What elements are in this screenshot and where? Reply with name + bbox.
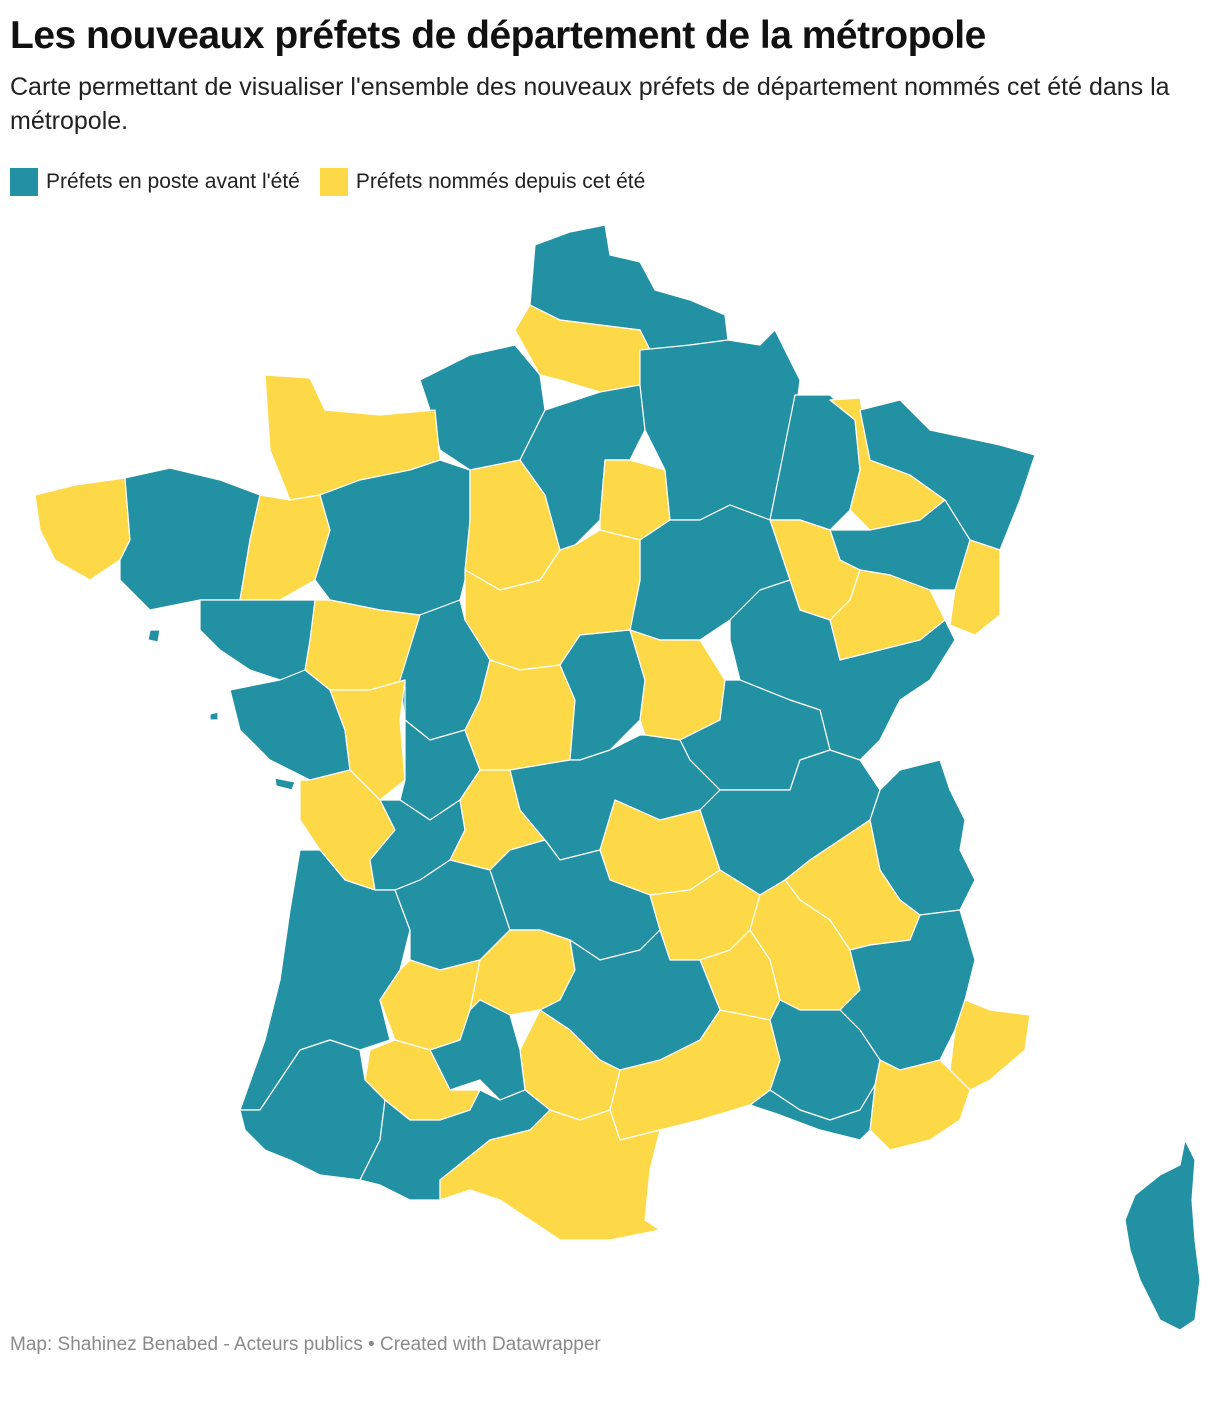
chart-subtitle: Carte permettant de visualiser l'ensembl… — [10, 73, 1170, 135]
map-svg — [34, 224, 1201, 1331]
dept-region — [147, 629, 161, 643]
footer-credit[interactable]: Created with Datawrapper — [380, 1334, 601, 1355]
legend-label-nommes: Préfets nommés depuis cet été — [355, 170, 646, 193]
dept-region — [209, 711, 219, 721]
dept-region[interactable] — [34, 477, 131, 581]
legend-swatch-teal — [10, 168, 38, 196]
footer: Map: Shahinez Benabed - Acteurs publics … — [10, 1334, 601, 1356]
dept-region[interactable] — [949, 999, 1031, 1091]
header: Les nouveaux préfets de département de l… — [10, 8, 1210, 138]
dept-region[interactable] — [119, 467, 261, 611]
dept-region[interactable] — [559, 629, 646, 761]
france-map — [0, 200, 1220, 1340]
legend: Préfets en poste avant l'été Préfets nom… — [10, 168, 665, 196]
dept-region[interactable] — [949, 539, 1001, 636]
dept-region[interactable] — [859, 399, 1036, 551]
chart-title: Les nouveaux préfets de département de l… — [10, 14, 986, 57]
legend-item-nommes: Préfets nommés depuis cet été — [319, 168, 646, 196]
footer-source: Map: Shahinez Benabed - Acteurs publics — [10, 1334, 363, 1355]
footer-separator: • — [362, 1334, 380, 1355]
legend-label-avant: Préfets en poste avant l'été — [46, 170, 300, 193]
dept-region[interactable] — [1124, 1139, 1201, 1331]
dept-region — [274, 777, 296, 791]
legend-swatch-yellow — [319, 168, 348, 196]
dept-region[interactable] — [629, 629, 726, 741]
legend-item-avant: Préfets en poste avant l'été — [10, 168, 300, 196]
dept-region[interactable] — [439, 1109, 661, 1241]
dept-region[interactable] — [749, 1084, 876, 1141]
